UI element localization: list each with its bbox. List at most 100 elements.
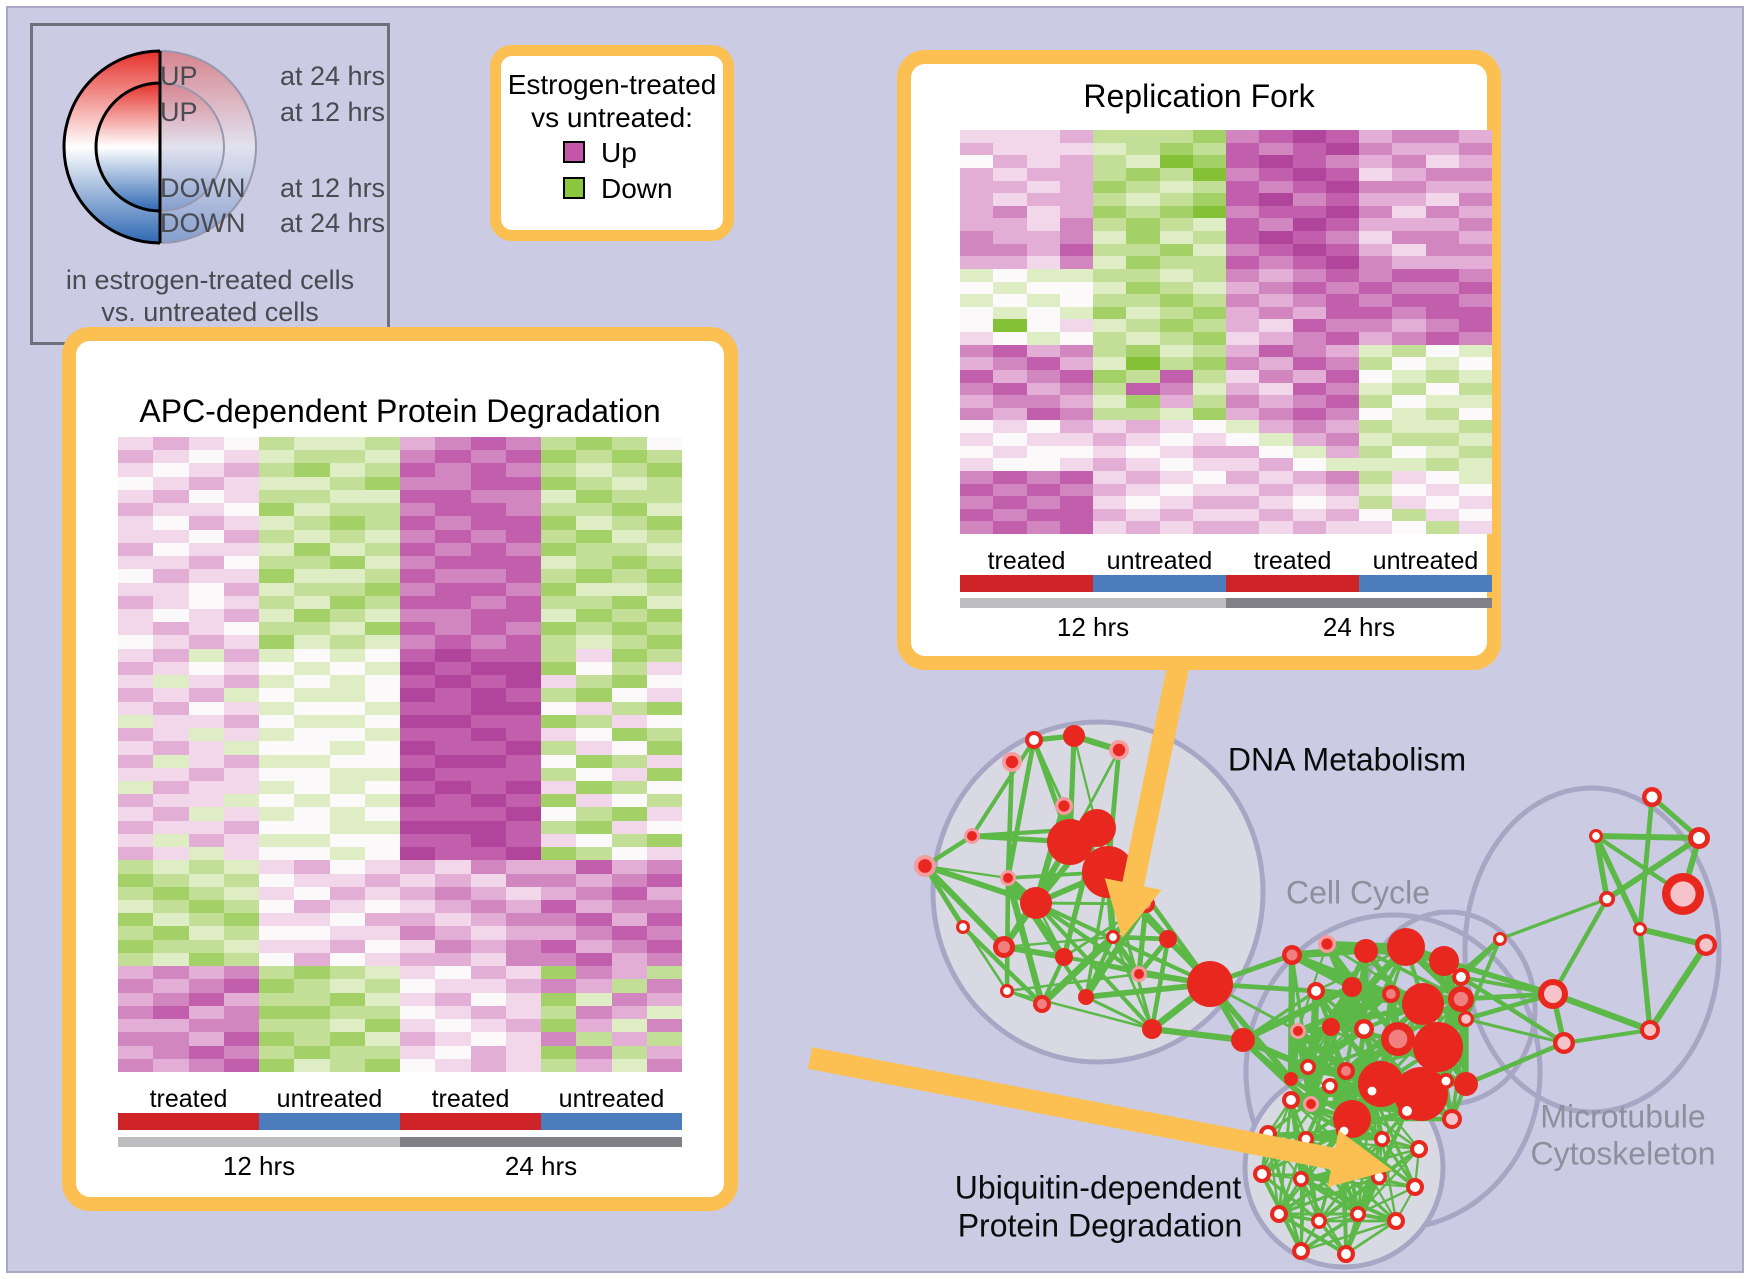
heatmap-cell: [294, 873, 330, 887]
network-edge: [1330, 1025, 1399, 1041]
gene-node: [1406, 1178, 1424, 1196]
heatmap-cell: [153, 794, 189, 808]
network-edge: [1111, 902, 1148, 939]
heatmap-cell: [223, 1032, 259, 1046]
heatmap-cell: [1159, 433, 1193, 446]
heatmap-cell: [1126, 332, 1160, 345]
network-edge: [1266, 1084, 1332, 1136]
heatmap-cell: [541, 767, 577, 781]
network-edge: [1340, 1170, 1347, 1255]
heatmap-cell: [505, 437, 541, 451]
gene-node: [1187, 961, 1233, 1007]
heatmap-cell: [1192, 180, 1226, 194]
heatmap-cell: [470, 1058, 506, 1072]
heatmap-cell: [960, 281, 994, 295]
heatmap-cell: [400, 714, 436, 729]
gene-node-core: [1388, 1029, 1408, 1049]
heatmap-cell: [259, 489, 295, 504]
heatmap-cell: [1425, 155, 1459, 168]
ubiquitin-label-line1: Ubiquitin-dependent: [954, 1169, 1242, 1206]
heatmap-cell: [993, 306, 1027, 320]
heatmap-cell: [118, 913, 154, 927]
heatmap-cell: [960, 193, 994, 206]
heatmap-cell: [153, 450, 189, 464]
gene-node-core: [1003, 873, 1013, 883]
gene-node-core: [1441, 1076, 1451, 1086]
network-edge: [1403, 944, 1464, 1002]
heatmap-cell: [505, 952, 541, 967]
heatmap-cell: [223, 714, 259, 729]
heatmap-cell: [611, 939, 647, 953]
heatmap-cell: [993, 155, 1027, 168]
network-edge: [1299, 1220, 1321, 1252]
heatmap-cell: [329, 794, 365, 808]
network-edge: [1209, 952, 1293, 987]
heatmap-cell: [1159, 382, 1193, 396]
network-edge: [1464, 938, 1502, 1020]
network-edge: [1325, 942, 1400, 1041]
heatmap-cell: [611, 661, 647, 676]
heatmap-cell: [1059, 369, 1093, 383]
heatmap-cell: [470, 847, 506, 861]
heatmap-cell: [435, 1019, 471, 1033]
heatmap-cell: [1059, 332, 1093, 345]
heatmap-cell: [1359, 382, 1393, 396]
gene-node: [1293, 1171, 1309, 1187]
heatmap-cell: [435, 542, 471, 557]
ring-caption-line2: vs. untreated cells: [101, 297, 319, 327]
heatmap-cell: [1359, 357, 1393, 370]
heatmap-cell: [329, 754, 365, 768]
heatmap-cell: [505, 913, 541, 927]
heatmap-cell: [400, 952, 436, 967]
heatmap-cell: [541, 807, 577, 821]
network-edge: [1340, 1169, 1397, 1223]
network-edge: [1307, 993, 1392, 1068]
heatmap-cell: [1325, 420, 1359, 433]
heatmap-cell: [1325, 243, 1359, 257]
heatmap-cell: [646, 1045, 682, 1059]
down-label: Down: [601, 173, 673, 204]
network-edge: [1363, 1002, 1424, 1031]
heatmap-cell: [1026, 407, 1060, 421]
heatmap-cell: [1192, 382, 1226, 396]
rf-24hrs-bar: [1226, 598, 1492, 608]
gene-node-core: [1636, 925, 1644, 933]
heatmap-cell: [611, 913, 647, 927]
network-edge: [1465, 992, 1554, 1021]
heatmap-cell: [1458, 155, 1492, 168]
network-edge: [1035, 870, 1109, 905]
gene-node: [1333, 1100, 1371, 1138]
heatmap-cell: [646, 463, 682, 477]
network-edge: [1363, 1027, 1467, 1086]
heatmap-cell: [329, 675, 365, 689]
heatmap-cell: [1259, 155, 1293, 168]
heatmap-cell: [364, 1045, 400, 1059]
heatmap-cell: [1226, 483, 1260, 497]
network-edge: [1063, 955, 1140, 976]
network-edge: [1550, 993, 1567, 1044]
heatmap-cell: [294, 728, 330, 742]
gene-node: [1300, 1059, 1316, 1075]
heatmap-cell: [400, 860, 436, 874]
network-edge: [1328, 1085, 1381, 1178]
heatmap-cell: [1226, 243, 1260, 257]
heatmap-cell: [1192, 193, 1226, 206]
heatmap-cell: [259, 833, 295, 848]
heatmap-cell: [1159, 319, 1193, 332]
ring-legend-box: UP at 24 hrs UP at 12 hrs DOWN at 12 hrs…: [30, 23, 390, 345]
heatmap-cell: [118, 476, 154, 490]
heatmap-cell: [435, 688, 471, 702]
network-edge: [1328, 949, 1369, 1029]
network-edge: [1342, 1117, 1354, 1133]
heatmap-cell: [993, 167, 1027, 181]
heatmap-cell: [611, 688, 647, 702]
heatmap-cell: [1159, 420, 1193, 433]
heatmap-cell: [223, 939, 259, 953]
heatmap-cell: [1292, 180, 1326, 194]
heatmap-cell: [646, 754, 682, 768]
heatmap-cell: [470, 913, 506, 927]
heatmap-cell: [1259, 306, 1293, 320]
heatmap-cell: [188, 489, 224, 504]
heatmap-cell: [364, 807, 400, 821]
apc-12hrs-label: 12 hrs: [222, 1151, 296, 1181]
